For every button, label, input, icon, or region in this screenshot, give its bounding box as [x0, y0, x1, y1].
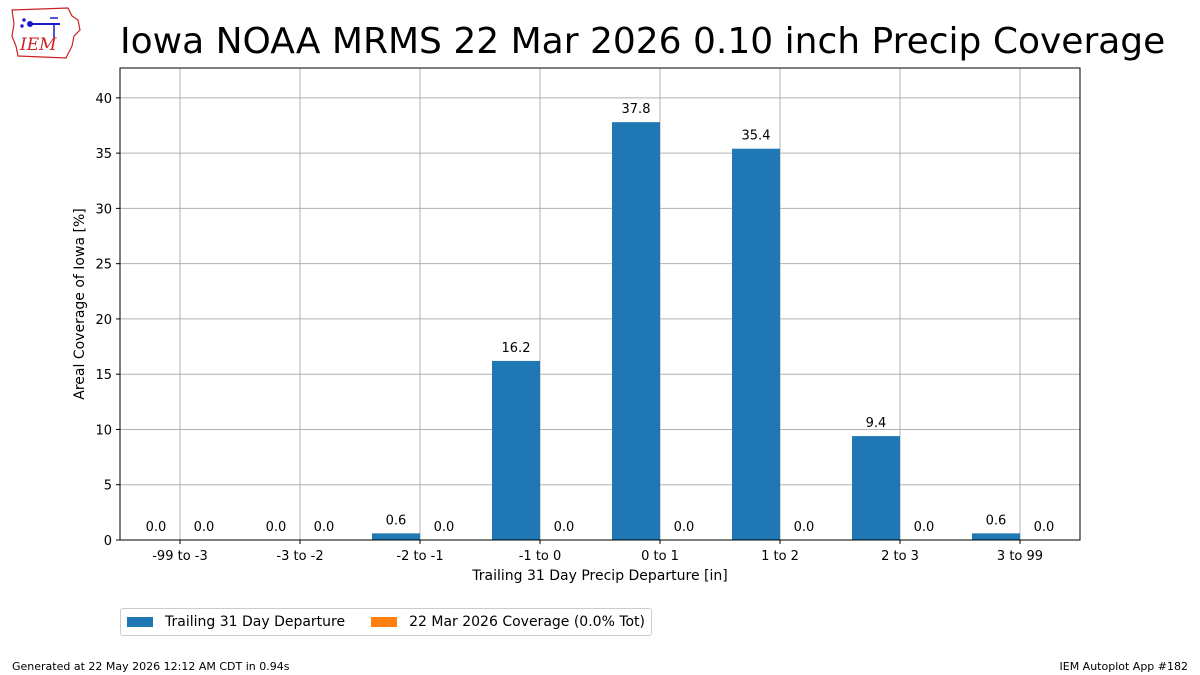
x-tick-label: -99 to -3 — [152, 549, 208, 564]
data-label-series-2: 0.0 — [314, 520, 335, 535]
data-label-series-2: 0.0 — [554, 520, 575, 535]
y-tick-label: 10 — [95, 423, 112, 438]
x-tick-label: -3 to -2 — [276, 549, 323, 564]
bars — [372, 122, 1020, 540]
data-label-series-2: 0.0 — [434, 520, 455, 535]
bar-series-1 — [852, 436, 900, 540]
data-label-series-2: 0.0 — [914, 520, 935, 535]
y-tick-label: 35 — [95, 147, 112, 162]
data-label-series-1: 9.4 — [866, 416, 887, 431]
legend-label-series-1: Trailing 31 Day Departure — [165, 614, 346, 630]
y-tick-label: 40 — [95, 92, 112, 107]
axis-ticks: 0 5 10 15 20 25 30 35 40 -99 to -3 -3 to -2 -2 to -… — [95, 92, 1043, 564]
bar-series-1 — [372, 533, 420, 540]
grid-lines — [120, 68, 1080, 541]
data-label-series-1: 0.0 — [266, 520, 287, 535]
logo-text: IEM — [19, 35, 57, 55]
data-label-series-1: 0.6 — [386, 513, 407, 528]
plot-frame — [119, 67, 1081, 541]
y-tick-label: 5 — [104, 479, 112, 494]
legend-swatch-series-2 — [371, 617, 398, 627]
y-tick-label: 15 — [95, 368, 112, 383]
bar-series-1 — [732, 148, 780, 540]
x-tick-label: 3 to 99 — [997, 549, 1043, 564]
chart-legend: Trailing 31 Day Departure 22 Mar 2026 Co… — [120, 608, 653, 636]
data-label-series-2: 0.0 — [194, 520, 215, 535]
chart-title: Iowa NOAA MRMS 22 Mar 2026 0.10 inch Pre… — [120, 21, 1166, 62]
y-tick-label: 0 — [104, 534, 112, 549]
iowa-outline-icon — [11, 7, 81, 59]
y-tick-label: 30 — [95, 202, 112, 217]
app-id: IEM Autoplot App #182 — [1059, 660, 1189, 673]
x-tick-label: 0 to 1 — [641, 549, 679, 564]
bar-chart: 0 5 10 15 20 25 30 35 40 -99 to -3 -3 to -2 -2 to -… — [72, 67, 1081, 584]
data-label-series-1: 0.0 — [146, 520, 167, 535]
x-tick-label: -1 to 0 — [519, 549, 562, 564]
x-tick-label: 1 to 2 — [761, 549, 799, 564]
iem-logo: IEM — [11, 7, 81, 59]
bar-series-1 — [612, 122, 660, 540]
data-label-series-1: 35.4 — [742, 129, 771, 144]
legend-swatch-series-1 — [127, 617, 153, 627]
data-label-series-2: 0.0 — [1034, 520, 1055, 535]
generated-timestamp: Generated at 22 May 2026 12:12 AM CDT in… — [12, 660, 290, 673]
x-axis-label: Trailing 31 Day Precip Departure [in] — [471, 568, 727, 584]
bar-series-1 — [492, 360, 540, 540]
legend-item-series-2: 22 Mar 2026 Coverage (0.0% Tot) — [371, 614, 645, 630]
data-label-series-1: 0.6 — [986, 513, 1007, 528]
legend-label-series-2: 22 Mar 2026 Coverage (0.0% Tot) — [409, 614, 646, 630]
data-label-series-1: 37.8 — [622, 102, 651, 117]
x-tick-label: -2 to -1 — [396, 549, 443, 564]
data-label-series-2: 0.0 — [674, 520, 695, 535]
y-tick-label: 20 — [95, 313, 112, 328]
legend-item-series-1: Trailing 31 Day Departure — [127, 614, 345, 630]
x-tick-label: 2 to 3 — [881, 549, 919, 564]
data-label-series-2: 0.0 — [794, 520, 815, 535]
data-labels: 0.0 0.0 0.0 0.0 0.6 0.0 16.2 0.0 37.8 0.0 35.4 0.0 9… — [146, 102, 1055, 535]
y-axis-label: Areal Coverage of Iowa [%] — [72, 208, 88, 399]
weather-station-icon — [20, 17, 60, 38]
data-label-series-1: 16.2 — [502, 341, 531, 356]
y-tick-label: 25 — [95, 258, 112, 273]
bar-series-1 — [972, 533, 1020, 540]
